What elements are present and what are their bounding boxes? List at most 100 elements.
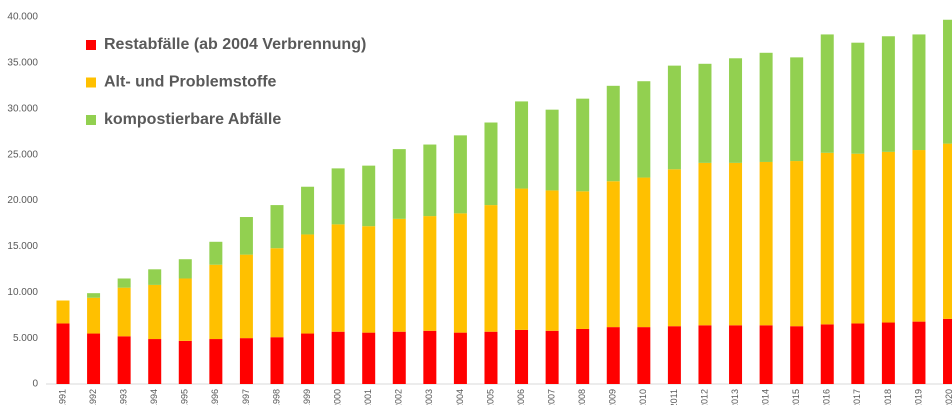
x-tick-label: 2010 bbox=[638, 389, 648, 405]
bar-segment bbox=[331, 168, 345, 225]
x-tick-label: 1993 bbox=[119, 389, 129, 405]
bar-segment bbox=[178, 278, 192, 341]
bar-segment bbox=[820, 152, 834, 325]
y-tick-label: 35.000 bbox=[7, 58, 38, 69]
bar-segment bbox=[56, 323, 70, 384]
bar-segment bbox=[209, 241, 223, 265]
bar-segment bbox=[545, 190, 559, 331]
bar-segment bbox=[698, 162, 712, 326]
legend-label: Restabfälle (ab 2004 Verbrennung) bbox=[104, 36, 366, 53]
bar-segment bbox=[851, 323, 865, 384]
bar-segment bbox=[87, 293, 101, 298]
bar-segment bbox=[667, 326, 681, 384]
bar-segment bbox=[301, 333, 315, 384]
bar-segment bbox=[820, 34, 834, 153]
bar-segment bbox=[117, 278, 131, 288]
x-tick-label: 2013 bbox=[730, 389, 740, 405]
bar-segment bbox=[56, 300, 70, 324]
x-tick-label: 2017 bbox=[852, 389, 862, 405]
y-tick-label: 10.000 bbox=[7, 287, 38, 298]
bar-segment bbox=[515, 101, 529, 189]
x-tick-label: 2000 bbox=[333, 389, 343, 405]
bar-segment bbox=[270, 248, 284, 338]
x-tick-label: 2015 bbox=[791, 389, 801, 405]
bar-segment bbox=[484, 205, 498, 332]
bar-segment bbox=[881, 322, 895, 384]
bar-segment bbox=[331, 224, 345, 332]
x-tick-label: 2011 bbox=[669, 389, 679, 405]
bar-segment bbox=[759, 325, 773, 384]
bar-segment bbox=[362, 165, 376, 227]
bar-segment bbox=[637, 81, 651, 178]
x-tick-label: 2019 bbox=[913, 389, 923, 405]
bar-segment bbox=[881, 36, 895, 152]
bar-segment bbox=[667, 65, 681, 170]
x-tick-label: 2014 bbox=[760, 389, 770, 405]
bar-segment bbox=[637, 177, 651, 328]
bar-segment bbox=[148, 284, 162, 340]
bar-segment bbox=[239, 217, 253, 255]
bar-segment bbox=[759, 161, 773, 326]
y-tick-label: 25.000 bbox=[7, 149, 38, 160]
bar-segment bbox=[515, 188, 529, 330]
bar-segment bbox=[453, 213, 467, 333]
bar-segment bbox=[117, 336, 131, 384]
bar-segment bbox=[912, 34, 926, 151]
x-tick-label: 1999 bbox=[302, 389, 312, 405]
x-tick-label: 2008 bbox=[577, 389, 587, 405]
bar-segment bbox=[331, 331, 345, 384]
bar-segment bbox=[576, 328, 590, 384]
bar-segment bbox=[606, 181, 620, 328]
bar-segment bbox=[362, 226, 376, 333]
bar-segment bbox=[178, 259, 192, 279]
bar-segment bbox=[698, 63, 712, 163]
x-tick-label: 2009 bbox=[608, 389, 618, 405]
bar-segment bbox=[423, 216, 437, 331]
legend-swatch bbox=[86, 115, 96, 125]
bar-segment bbox=[423, 144, 437, 217]
bar-segment bbox=[790, 57, 804, 162]
x-tick-label: 2002 bbox=[394, 389, 404, 405]
x-tick-label: 2012 bbox=[699, 389, 709, 405]
x-tick-label: 1991 bbox=[57, 389, 67, 405]
bar-segment bbox=[606, 85, 620, 182]
legend-label: Alt- und Problemstoffe bbox=[104, 74, 277, 91]
bar-segment bbox=[637, 327, 651, 384]
bar-segment bbox=[392, 331, 406, 384]
bar-segment bbox=[912, 321, 926, 384]
y-tick-label: 15.000 bbox=[7, 241, 38, 252]
bar-segment bbox=[912, 150, 926, 322]
bar-segment bbox=[301, 186, 315, 235]
x-tick-label: 2005 bbox=[485, 389, 495, 405]
bar-segment bbox=[178, 340, 192, 384]
x-tick-label: 2003 bbox=[424, 389, 434, 405]
x-tick-label: 2004 bbox=[455, 389, 465, 405]
bar-segment bbox=[301, 234, 315, 334]
bar-segment bbox=[392, 218, 406, 332]
y-tick-label: 30.000 bbox=[7, 103, 38, 114]
bar-segment bbox=[729, 162, 743, 326]
bar-segment bbox=[545, 330, 559, 384]
bar-segment bbox=[667, 169, 681, 327]
bar-segment bbox=[117, 287, 131, 337]
bar-segment bbox=[270, 205, 284, 249]
bar-segment bbox=[239, 338, 253, 384]
bar-segment bbox=[87, 333, 101, 384]
bar-segment bbox=[484, 331, 498, 384]
bar-segment bbox=[790, 326, 804, 384]
bar-segment bbox=[515, 329, 529, 384]
bar-segment bbox=[148, 339, 162, 384]
bar-segment bbox=[209, 339, 223, 384]
bar-segment bbox=[881, 151, 895, 323]
bar-segment bbox=[148, 269, 162, 285]
legend-swatch bbox=[86, 40, 96, 50]
x-tick-label: 1992 bbox=[88, 389, 98, 405]
x-tick-label: 1998 bbox=[271, 389, 281, 405]
bar-segment bbox=[484, 122, 498, 206]
bar-segment bbox=[392, 149, 406, 219]
bar-segment bbox=[790, 161, 804, 327]
bar-segment bbox=[606, 327, 620, 384]
y-tick-label: 0 bbox=[32, 379, 38, 390]
bar-segment bbox=[239, 254, 253, 339]
